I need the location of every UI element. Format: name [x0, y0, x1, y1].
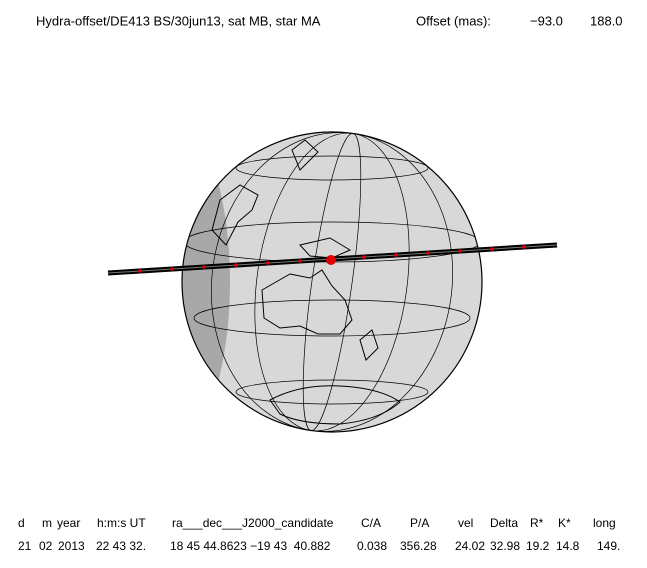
new-zealand [359, 329, 379, 361]
cell: 2013 [58, 539, 85, 553]
info-table: d m year h:m:s UT ra___dec___J2000_candi… [18, 516, 620, 553]
column-header: m [42, 516, 52, 530]
parallel [235, 379, 429, 405]
time-mark [170, 267, 174, 271]
asia [211, 184, 259, 246]
cell: 19.2 [526, 539, 550, 553]
parallel [193, 299, 471, 337]
globe-outline [181, 131, 483, 433]
cell: 14.8 [556, 539, 580, 553]
column-header: long [593, 516, 616, 530]
time-marks [138, 245, 526, 273]
globe [181, 131, 483, 433]
twilight-band [182, 132, 482, 432]
column-header: ra___dec___J2000_candidate [172, 516, 334, 530]
column-header: R* [530, 516, 544, 530]
time-mark [202, 265, 206, 269]
time-mark [234, 263, 238, 267]
time-mark [298, 259, 302, 263]
night-region [182, 132, 230, 432]
column-header: vel [458, 516, 473, 530]
time-mark [426, 251, 430, 255]
time-mark [266, 261, 270, 265]
column-header: P/A [410, 516, 429, 530]
cell: 24.02 [455, 539, 485, 553]
cell: 149. [597, 539, 620, 553]
time-mark [394, 253, 398, 257]
cell: 0.038 [357, 539, 387, 553]
time-mark [490, 247, 494, 251]
cell: 356.28 [400, 539, 437, 553]
cell: 21 [18, 539, 32, 553]
offset-y: 188.0 [590, 13, 623, 28]
australia [261, 269, 353, 335]
new-guinea [299, 237, 352, 259]
time-mark [362, 255, 366, 259]
closest-approach [326, 255, 336, 265]
column-header: h:m:s UT [97, 516, 146, 530]
twilight-edge [182, 132, 279, 432]
title: Hydra-offset/DE413 BS/30jun13, sat MB, s… [36, 13, 321, 28]
parallel [235, 155, 429, 181]
time-mark [458, 249, 462, 253]
column-header: C/A [361, 516, 381, 530]
cell: 32.98 [490, 539, 520, 553]
column-header: year [57, 516, 80, 530]
cell: 18 45 44.8623 −19 43 40.882 [170, 539, 331, 553]
antarctica [269, 385, 401, 425]
time-mark [522, 245, 526, 249]
shadow-track [107, 242, 558, 276]
cell: 22 43 32. [96, 539, 146, 553]
column-header: K* [558, 516, 571, 530]
time-mark [138, 269, 142, 273]
japan [291, 139, 319, 171]
column-header: Delta [490, 516, 518, 530]
column-header: d [18, 516, 25, 530]
offset-x: −93.0 [530, 13, 563, 28]
coastlines [211, 139, 401, 425]
cell: 02 [39, 539, 53, 553]
offset-label: Offset (mas): [416, 13, 491, 28]
